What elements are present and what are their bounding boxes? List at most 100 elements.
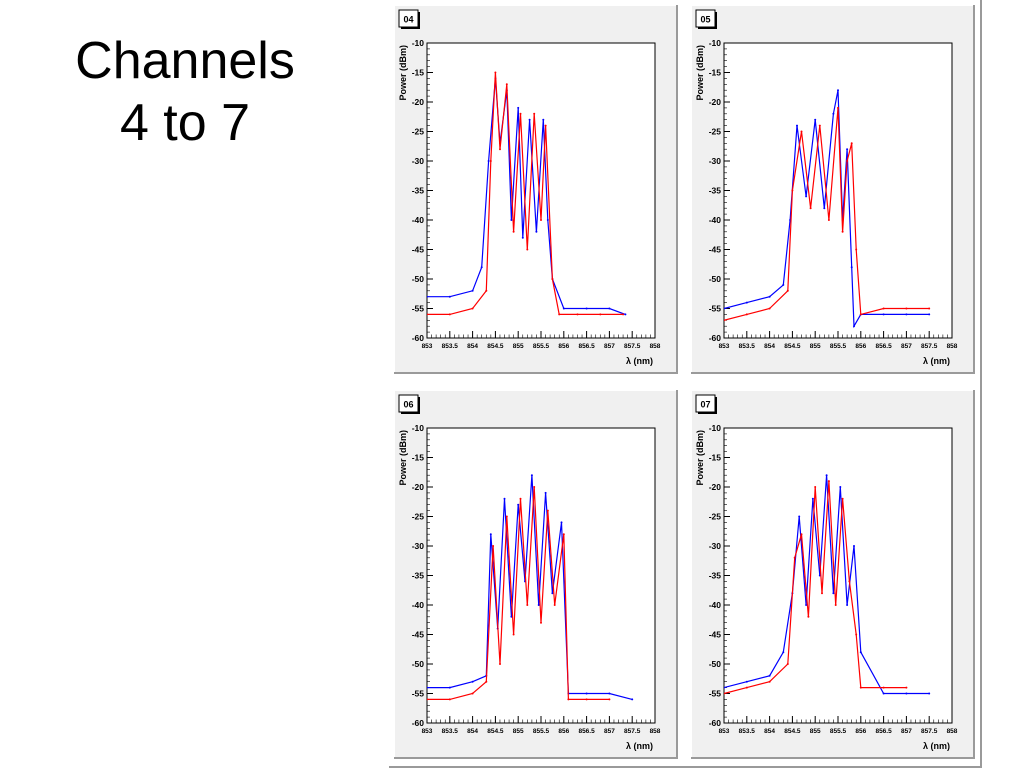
series-point <box>546 219 549 221</box>
series-point <box>841 497 844 500</box>
x-tick-label: 854.5 <box>784 728 801 735</box>
series-point <box>841 230 844 233</box>
series-point <box>745 686 748 689</box>
y-tick-label: -20 <box>412 482 425 492</box>
channel-label-shadow-right <box>418 12 420 29</box>
series-point <box>562 533 565 536</box>
series-point <box>480 266 483 269</box>
series-point <box>814 118 817 121</box>
series-point <box>492 545 495 547</box>
y-tick-label: -45 <box>412 245 425 255</box>
series-point <box>551 592 554 595</box>
y-tick-label: -25 <box>412 512 425 522</box>
series-point <box>882 313 885 316</box>
series-point <box>540 219 542 221</box>
x-tick-label: 854.5 <box>487 343 504 350</box>
y-tick-label: -30 <box>709 156 722 166</box>
series-point <box>535 230 538 233</box>
y-tick-label: -30 <box>412 156 425 166</box>
x-tick-label: 856 <box>558 343 569 350</box>
y-tick-label: -55 <box>412 304 425 314</box>
series-point <box>631 698 634 701</box>
series-point <box>846 604 849 606</box>
x-tick-label: 853.5 <box>739 728 756 735</box>
series-point <box>782 283 785 286</box>
series-point <box>485 289 488 292</box>
series-line-2 <box>724 107 930 321</box>
channel-label-shadow-bottom <box>401 27 420 29</box>
series-point <box>905 307 908 310</box>
series-point <box>834 604 837 606</box>
x-tick-label: 857.5 <box>921 728 938 735</box>
x-tick-label: 853.5 <box>442 728 459 735</box>
x-tick-label: 855 <box>810 728 821 735</box>
x-tick-label: 856.5 <box>578 728 595 735</box>
series-point <box>521 236 524 239</box>
series-point <box>768 674 771 677</box>
series-line-1 <box>724 475 930 695</box>
series-point <box>512 633 515 636</box>
series-point <box>724 307 725 310</box>
series-point <box>551 278 554 280</box>
series-point <box>825 474 828 477</box>
series-point <box>846 148 849 151</box>
series-point <box>517 503 520 506</box>
channel-label-shadow-bottom <box>698 27 717 29</box>
series-point <box>510 219 513 221</box>
y-tick-label: -40 <box>412 600 425 610</box>
series-point <box>494 71 497 74</box>
series-point <box>855 248 858 251</box>
channel-label-shadow-bottom <box>698 412 717 414</box>
x-tick-label: 858 <box>947 728 958 735</box>
series-point <box>517 106 520 109</box>
series-point <box>448 313 451 316</box>
series-point <box>599 313 602 316</box>
y-tick-label: -55 <box>709 689 722 699</box>
series-point <box>560 521 563 524</box>
x-tick-label: 858 <box>650 343 661 350</box>
x-tick-label: 855.5 <box>830 728 847 735</box>
slide-title-line-1: Channels <box>75 32 295 90</box>
panel-bevel-light <box>393 4 677 373</box>
y-tick-label: -35 <box>709 571 722 581</box>
slide-title-line-2: 4 to 7 <box>119 94 251 152</box>
series-point <box>448 295 451 298</box>
x-tick-label: 856 <box>855 343 866 350</box>
series-point <box>882 692 885 695</box>
series-point <box>793 556 796 559</box>
series-point <box>567 698 570 701</box>
x-tick-label: 853 <box>719 728 730 735</box>
y-tick-label: -25 <box>412 127 425 137</box>
y-axis-title: Power (dBm) <box>398 430 408 486</box>
series-point <box>608 692 611 695</box>
y-tick-label: -40 <box>709 600 722 610</box>
x-tick-label: 856 <box>558 728 569 735</box>
x-tick-label: 857 <box>604 728 615 735</box>
series-point <box>805 604 808 606</box>
series-point <box>528 118 531 121</box>
series-point <box>905 692 908 695</box>
series-point <box>745 680 748 683</box>
x-axis-title: λ (nm) <box>923 356 950 366</box>
y-tick-label: -30 <box>412 541 425 551</box>
series-point <box>853 545 855 547</box>
series-point <box>526 604 529 606</box>
x-axis-title: λ (nm) <box>626 741 653 751</box>
series-point <box>519 112 522 115</box>
y-tick-label: -25 <box>709 127 722 137</box>
series-point <box>859 686 862 689</box>
y-tick-label: -20 <box>709 482 722 492</box>
series-point <box>608 698 611 701</box>
channel-label: 04 <box>403 15 413 25</box>
y-axis-title: Power (dBm) <box>695 45 705 101</box>
series-point <box>542 118 545 121</box>
plot-area <box>723 42 953 339</box>
series-point <box>827 219 830 221</box>
x-tick-label: 854 <box>764 728 775 735</box>
series-point <box>489 533 492 536</box>
y-tick-label: -20 <box>709 97 722 107</box>
y-tick-label: -40 <box>412 215 425 225</box>
figure-canvas: 04 -10 -15 -20 -25 -30 -35 -40 -45 -50 -55 -60 853 85… <box>389 0 982 768</box>
series-point <box>471 307 474 310</box>
